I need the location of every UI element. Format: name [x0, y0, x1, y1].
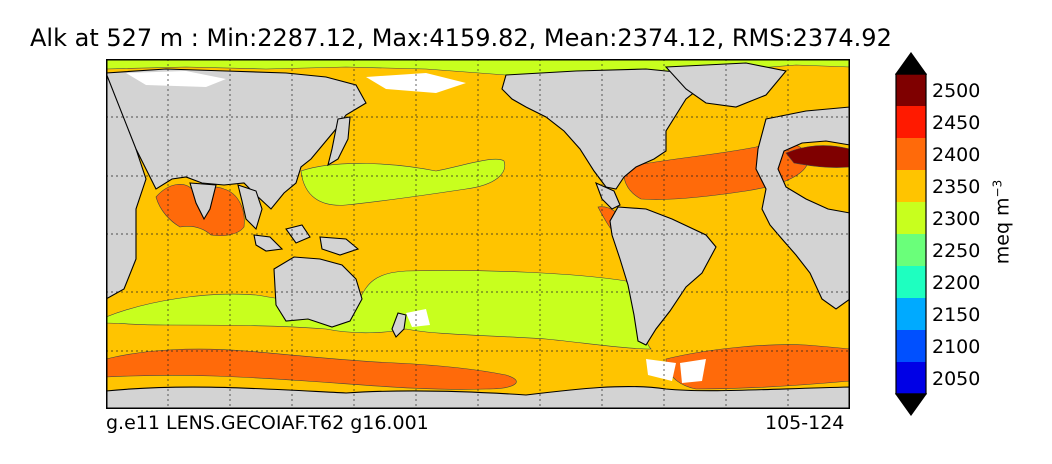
colorbar-tick-label: 2200	[932, 272, 981, 294]
colorbar-segment	[896, 74, 926, 107]
colorbar-tick-label: 2450	[932, 112, 981, 134]
units-base: meq m	[991, 197, 1014, 265]
colorbar-extend-max-arrow	[895, 52, 927, 75]
north-pacific-2300-region	[300, 158, 506, 206]
missing-value-patches	[126, 71, 706, 383]
colorbar	[895, 52, 927, 416]
missing-antarctic-1	[646, 359, 676, 381]
land-europe-west-africa	[755, 106, 850, 310]
missing-arctic-2	[366, 73, 466, 93]
land-india	[189, 182, 217, 221]
mediterranean-2500-region	[785, 145, 850, 168]
colorbar-segment	[896, 170, 926, 203]
colorbar-segment	[896, 202, 926, 235]
ocean-alkalinity-map	[106, 59, 850, 409]
colorbar-segment	[896, 362, 926, 395]
land-indonesia-1	[253, 234, 284, 252]
colorbar-segments	[896, 74, 926, 395]
land-south-america	[609, 206, 717, 346]
colorbar-tick-label: 2150	[932, 304, 981, 326]
land-japan	[327, 116, 351, 167]
colorbar-tick-label: 2500	[932, 80, 981, 102]
missing-antarctic-2	[680, 359, 706, 383]
colorbar-tick-label: 2300	[932, 208, 981, 230]
colorbar-tick-label: 2050	[932, 368, 981, 390]
colorbar-segment	[896, 266, 926, 299]
colorbar-segment	[896, 330, 926, 363]
plot-title: Alk at 527 m : Min:2287.12, Max:4159.82,…	[30, 24, 892, 52]
land-antarctica	[106, 386, 850, 409]
southern-ocean-2400-band-east	[665, 344, 850, 390]
map-gridlines	[106, 59, 850, 409]
land-eurasia	[106, 68, 367, 210]
years-label: 105-124	[765, 412, 845, 434]
colorbar-segment	[896, 138, 926, 171]
colorbar-tick-label: 2400	[932, 144, 981, 166]
land-new-guinea	[319, 236, 360, 256]
map-frame	[106, 59, 850, 409]
case-name-label: g.e11 LENS.GECOIAF.T62 g16.001	[106, 412, 429, 434]
land-new-zealand	[391, 312, 407, 338]
colorbar-tick-label: 2350	[932, 176, 981, 198]
missing-arctic-1	[126, 71, 226, 87]
colorbar-segment	[896, 106, 926, 139]
colorbar-tick-label: 2250	[932, 240, 981, 262]
units-exponent: −3	[990, 179, 1005, 198]
colorbar-frame	[895, 73, 927, 395]
colorbar-units-label: meq m−3	[990, 180, 1013, 265]
land-masses	[106, 62, 850, 409]
colorbar-extend-min-arrow	[895, 393, 927, 416]
colorbar-segment	[896, 298, 926, 331]
colorbar-segment	[896, 234, 926, 267]
missing-antarctic-3	[406, 309, 430, 327]
land-indochina	[237, 184, 263, 231]
colorbar-tick-label: 2100	[932, 336, 981, 358]
